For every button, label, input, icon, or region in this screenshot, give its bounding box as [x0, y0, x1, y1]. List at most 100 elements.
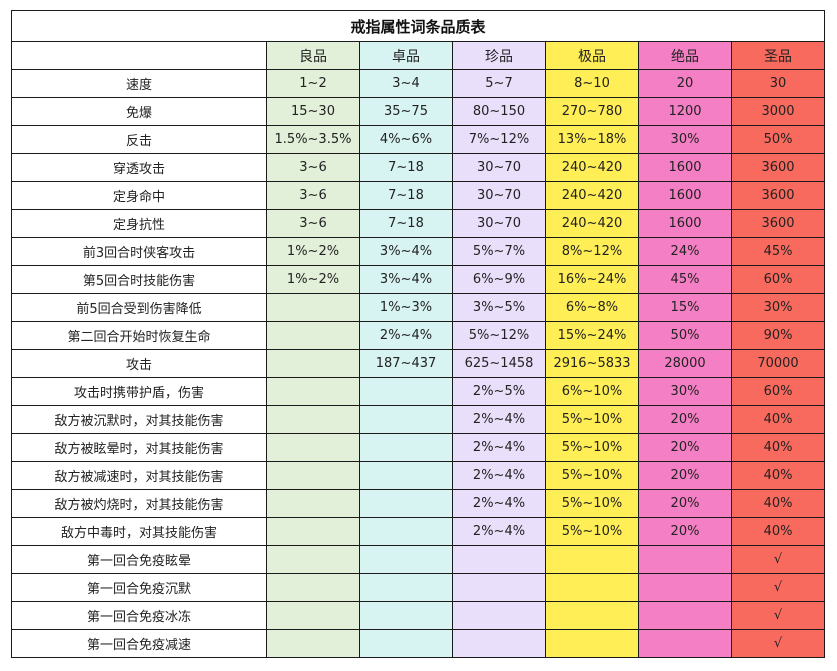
header-grade-1: 良品: [266, 41, 360, 70]
value-cell-grade-3: 80~150: [452, 97, 546, 126]
value-cell-grade-1: 3~6: [266, 209, 360, 238]
value-cell-grade-3: 5%~7%: [452, 237, 546, 266]
table-row: 免爆 15~30 35~75 80~150 270~780 1200 3000: [11, 97, 826, 126]
value-cell-grade-6: 3000: [730, 97, 826, 126]
value-cell-grade-6: √: [730, 629, 826, 658]
table-row: 敌方被沉默时，对其技能伤害 2%~4% 5%~10% 20% 40%: [11, 405, 826, 434]
value-cell-grade-1: 1~2: [266, 69, 360, 98]
value-cell-grade-6: 3600: [730, 209, 826, 238]
attribute-name-cell: 穿透攻击: [11, 153, 267, 182]
value-cell-grade-5: 15%: [638, 293, 732, 322]
value-cell-grade-3: 2%~4%: [452, 433, 546, 462]
attribute-name-cell: 敌方被眩晕时，对其技能伤害: [11, 433, 267, 462]
table-row: 第一回合免疫减速 √: [11, 629, 826, 658]
value-cell-grade-4: [545, 601, 639, 630]
value-cell-grade-6: 45%: [730, 237, 826, 266]
value-cell-grade-6: 40%: [730, 405, 826, 434]
value-cell-grade-3: 3%~5%: [452, 293, 546, 322]
value-cell-grade-6: 3600: [730, 153, 826, 182]
attribute-name-cell: 定身抗性: [11, 209, 267, 238]
value-cell-grade-3: [452, 629, 546, 658]
table-row: 定身命中 3~6 7~18 30~70 240~420 1600 3600: [11, 181, 826, 210]
attribute-name-cell: 攻击时携带护盾，伤害: [11, 377, 267, 406]
value-cell-grade-4: 240~420: [545, 181, 639, 210]
attribute-name-cell: 定身命中: [11, 181, 267, 210]
attribute-name-cell: 第一回合免疫眩晕: [11, 545, 267, 574]
value-cell-grade-2: 35~75: [359, 97, 453, 126]
value-cell-grade-2: [359, 489, 453, 518]
table-row: 攻击时携带护盾，伤害 2%~5% 6%~10% 30% 60%: [11, 377, 826, 406]
value-cell-grade-5: 20%: [638, 405, 732, 434]
value-cell-grade-6: 40%: [730, 489, 826, 518]
header-grade-5: 绝品: [638, 41, 732, 70]
ring-attribute-quality-table: 戒指属性词条品质表 良品 卓品 珍品 极品 绝品 圣品 速度 1~2 3~4 5~7 8…: [10, 10, 826, 658]
value-cell-grade-2: 7~18: [359, 153, 453, 182]
value-cell-grade-5: 20%: [638, 461, 732, 490]
value-cell-grade-4: 2916~5833: [545, 349, 639, 378]
value-cell-grade-5: 1600: [638, 181, 732, 210]
value-cell-grade-3: 2%~4%: [452, 517, 546, 546]
value-cell-grade-6: 50%: [730, 125, 826, 154]
value-cell-grade-5: 28000: [638, 349, 732, 378]
value-cell-grade-1: [266, 545, 360, 574]
attribute-name-cell: 敌方被沉默时，对其技能伤害: [11, 405, 267, 434]
value-cell-grade-3: [452, 545, 546, 574]
value-cell-grade-3: 5~7: [452, 69, 546, 98]
attribute-name-cell: 前3回合时侠客攻击: [11, 237, 267, 266]
value-cell-grade-2: 187~437: [359, 349, 453, 378]
value-cell-grade-5: 20%: [638, 517, 732, 546]
table-row: 敌方被灼烧时，对其技能伤害 2%~4% 5%~10% 20% 40%: [11, 489, 826, 518]
attribute-name-cell: 第一回合免疫减速: [11, 629, 267, 658]
value-cell-grade-6: 60%: [730, 377, 826, 406]
value-cell-grade-1: [266, 629, 360, 658]
value-cell-grade-3: 30~70: [452, 153, 546, 182]
value-cell-grade-4: 270~780: [545, 97, 639, 126]
attribute-name-cell: 敌方被灼烧时，对其技能伤害: [11, 489, 267, 518]
attribute-name-cell: 第一回合免疫冰冻: [11, 601, 267, 630]
value-cell-grade-2: [359, 461, 453, 490]
value-cell-grade-6: 40%: [730, 517, 826, 546]
value-cell-grade-2: 7~18: [359, 181, 453, 210]
value-cell-grade-4: [545, 573, 639, 602]
value-cell-grade-6: √: [730, 601, 826, 630]
value-cell-grade-2: 3%~4%: [359, 237, 453, 266]
value-cell-grade-3: 2%~5%: [452, 377, 546, 406]
value-cell-grade-6: 30%: [730, 293, 826, 322]
value-cell-grade-1: 3~6: [266, 181, 360, 210]
value-cell-grade-3: 625~1458: [452, 349, 546, 378]
title-row: 戒指属性词条品质表: [10, 10, 826, 42]
value-cell-grade-2: 3%~4%: [359, 265, 453, 294]
value-cell-grade-5: [638, 601, 732, 630]
value-cell-grade-5: 20%: [638, 433, 732, 462]
value-cell-grade-2: [359, 601, 453, 630]
value-cell-grade-4: 16%~24%: [545, 265, 639, 294]
attribute-name-cell: 攻击: [11, 349, 267, 378]
value-cell-grade-5: 1200: [638, 97, 732, 126]
attribute-name-cell: 前5回合受到伤害降低: [11, 293, 267, 322]
value-cell-grade-1: [266, 377, 360, 406]
value-cell-grade-3: 2%~4%: [452, 405, 546, 434]
value-cell-grade-1: [266, 461, 360, 490]
header-grade-4: 极品: [545, 41, 639, 70]
value-cell-grade-5: 1600: [638, 153, 732, 182]
attribute-name-cell: 第5回合时技能伤害: [11, 265, 267, 294]
table-title: 戒指属性词条品质表: [10, 10, 826, 42]
value-cell-grade-4: 240~420: [545, 209, 639, 238]
value-cell-grade-1: [266, 433, 360, 462]
table-row: 第一回合免疫冰冻 √: [11, 601, 826, 630]
header-grade-3: 珍品: [452, 41, 546, 70]
value-cell-grade-6: 40%: [730, 461, 826, 490]
value-cell-grade-1: [266, 517, 360, 546]
value-cell-grade-1: [266, 489, 360, 518]
value-cell-grade-6: √: [730, 573, 826, 602]
attribute-name-cell: 第二回合开始时恢复生命: [11, 321, 267, 350]
value-cell-grade-3: 7%~12%: [452, 125, 546, 154]
value-cell-grade-1: [266, 293, 360, 322]
value-cell-grade-2: [359, 377, 453, 406]
value-cell-grade-6: 30: [730, 69, 826, 98]
table-row: 第二回合开始时恢复生命 2%~4% 5%~12% 15%~24% 50% 90%: [11, 321, 826, 350]
table-row: 穿透攻击 3~6 7~18 30~70 240~420 1600 3600: [11, 153, 826, 182]
value-cell-grade-2: [359, 433, 453, 462]
value-cell-grade-6: 60%: [730, 265, 826, 294]
value-cell-grade-3: 6%~9%: [452, 265, 546, 294]
